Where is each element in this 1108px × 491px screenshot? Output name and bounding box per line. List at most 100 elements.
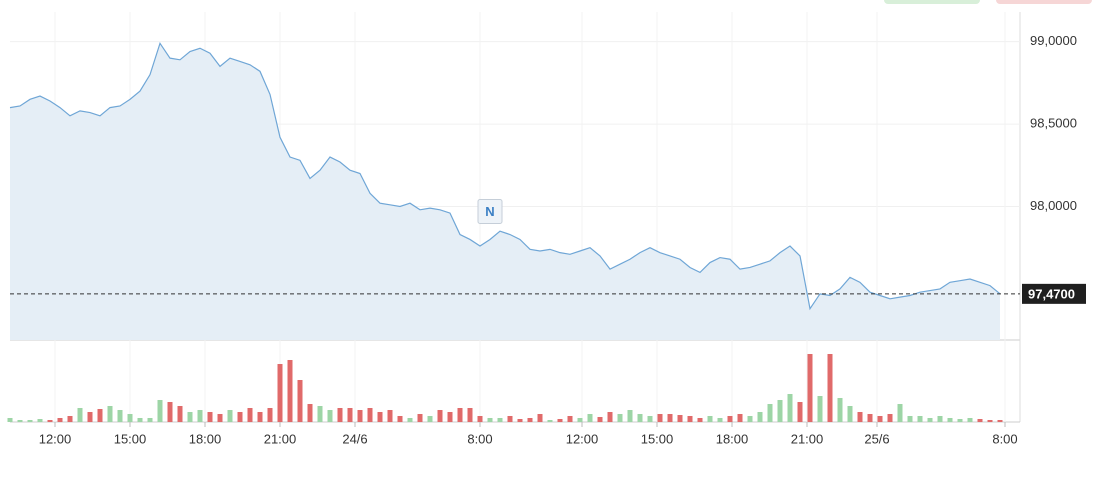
volume-bar — [457, 408, 463, 422]
volume-bar — [967, 418, 973, 422]
volume-bar — [587, 414, 593, 422]
volume-bar — [17, 420, 23, 422]
volume-bar — [247, 408, 253, 422]
volume-bar — [917, 416, 923, 422]
price-line — [9, 41, 1001, 311]
volume-bar — [297, 380, 303, 422]
volume-bar — [817, 396, 823, 422]
volume-bar — [787, 394, 793, 422]
volume-bar — [737, 414, 743, 422]
annotation-box — [477, 198, 503, 224]
volume-bar — [857, 412, 863, 422]
buy-button[interactable] — [884, 0, 980, 4]
y-tick-label: 98,0000 — [1030, 198, 1077, 213]
volume-bar — [37, 419, 43, 422]
volume-bar — [947, 418, 953, 422]
volume-bar — [997, 420, 1003, 422]
volume-bar — [277, 364, 283, 422]
volume-bar — [87, 412, 93, 422]
volume-bar — [617, 414, 623, 422]
volume-bar — [867, 414, 873, 422]
volume-bar — [477, 416, 483, 422]
y-tick-label: 99,0000 — [1030, 33, 1077, 48]
volume-bar — [677, 415, 683, 422]
x-tick-label: 18:00 — [716, 431, 749, 446]
x-tick-label: 15:00 — [641, 431, 674, 446]
volume-bar — [847, 406, 853, 422]
volume-bar — [767, 404, 773, 422]
volume-bar — [137, 418, 143, 422]
volume-bar — [527, 418, 533, 422]
x-tick-label: 8:00 — [467, 431, 492, 446]
volume-bar — [517, 419, 523, 422]
last-price-box — [1022, 283, 1086, 304]
volume-bar — [127, 414, 133, 422]
volume-bar — [907, 416, 913, 422]
volume-bar — [487, 418, 493, 422]
volume-bar — [607, 412, 613, 422]
volume-bar — [157, 400, 163, 422]
volume-bar — [397, 416, 403, 422]
volume-bar — [807, 354, 813, 422]
volume-bar — [987, 420, 993, 422]
area-fill — [10, 43, 1000, 340]
volume-bar — [727, 416, 733, 422]
volume-bar — [537, 414, 543, 422]
volume-bar — [77, 408, 83, 422]
x-tick-label: 12:00 — [39, 431, 72, 446]
volume-bar — [347, 408, 353, 422]
x-tick-label: 18:00 — [189, 431, 222, 446]
volume-bar — [797, 402, 803, 422]
volume-bar — [67, 416, 73, 422]
sell-button[interactable] — [996, 0, 1092, 4]
volume-bar — [287, 360, 293, 422]
volume-bar — [377, 412, 383, 422]
volume-bar — [407, 418, 413, 422]
volume-bar — [427, 416, 433, 422]
volume-bar — [707, 416, 713, 422]
volume-bar — [317, 406, 323, 422]
x-tick-label: 21:00 — [791, 431, 824, 446]
volume-bar — [107, 406, 113, 422]
x-tick-label: 12:00 — [566, 431, 599, 446]
volume-bar — [7, 418, 13, 422]
volume-bar — [497, 418, 503, 422]
volume-bar — [547, 420, 553, 422]
volume-bar — [627, 410, 633, 422]
y-tick-label: 98,5000 — [1030, 116, 1077, 131]
volume-bar — [177, 406, 183, 422]
volume-bar — [387, 410, 393, 422]
volume-bar — [937, 416, 943, 422]
volume-bar — [197, 410, 203, 422]
volume-bar — [897, 404, 903, 422]
volume-bar — [467, 408, 473, 422]
last-price-label: 97,4700 — [1028, 286, 1075, 301]
x-tick-label: 25/6 — [864, 431, 889, 446]
volume-bar — [747, 416, 753, 422]
volume-bar — [307, 404, 313, 422]
volume-bar — [557, 419, 563, 422]
volume-bar — [957, 419, 963, 422]
volume-bar — [237, 412, 243, 422]
volume-bar — [567, 416, 573, 422]
volume-bar — [887, 414, 893, 422]
volume-bar — [447, 412, 453, 422]
volume-bar — [187, 412, 193, 422]
volume-bar — [977, 419, 983, 422]
volume-bar — [267, 408, 273, 422]
volume-bar — [207, 412, 213, 422]
annotation-label: N — [485, 204, 494, 219]
volume-bar — [47, 420, 53, 422]
volume-bar — [167, 402, 173, 422]
x-tick-label: 8:00 — [992, 431, 1017, 446]
volume-bar — [647, 416, 653, 422]
volume-bar — [667, 414, 673, 422]
volume-bar — [637, 414, 643, 422]
volume-bar — [417, 414, 423, 422]
volume-bar — [757, 412, 763, 422]
volume-bar — [597, 417, 603, 422]
x-tick-label: 21:00 — [264, 431, 297, 446]
volume-bar — [27, 420, 33, 422]
volume-bar — [257, 412, 263, 422]
